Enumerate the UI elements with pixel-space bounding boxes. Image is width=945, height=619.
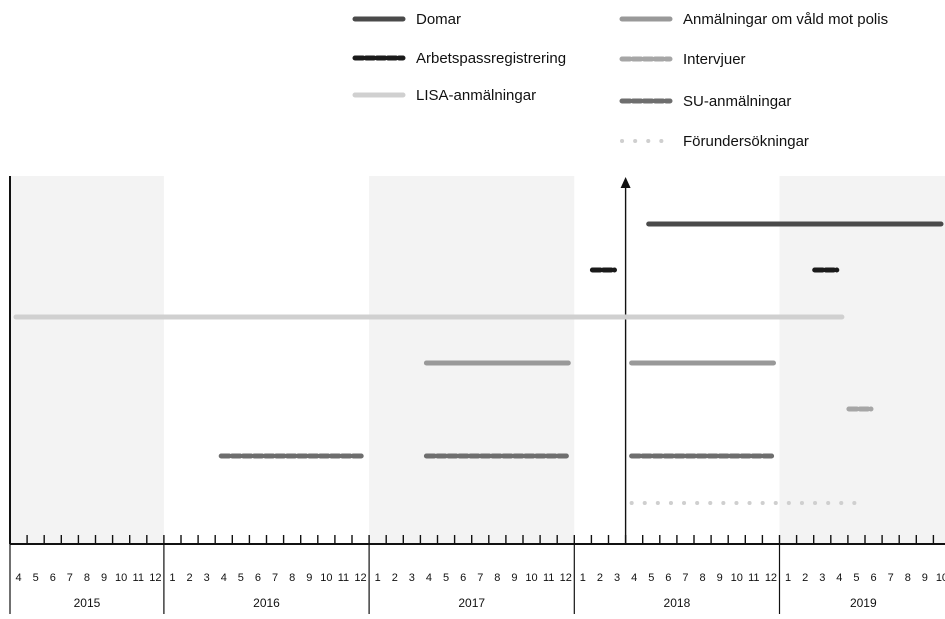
month-tick-label: 7 <box>477 572 483 584</box>
month-tick-label: 1 <box>169 572 175 584</box>
month-tick-label: 1 <box>375 572 381 584</box>
month-tick-label: 6 <box>870 572 876 584</box>
month-tick-label: 3 <box>819 572 825 584</box>
month-tick-label: 6 <box>50 572 56 584</box>
year-label-2018: 2018 <box>664 596 691 610</box>
legend-label: SU-anmälningar <box>683 93 791 110</box>
month-tick-label: 7 <box>888 572 894 584</box>
month-tick-label: 2 <box>802 572 808 584</box>
month-tick-label: 3 <box>204 572 210 584</box>
legend-entry-su-anmalningar: SU-anmälningar <box>622 93 791 110</box>
year-label-2015: 2015 <box>74 596 101 610</box>
year-label-2017: 2017 <box>458 596 485 610</box>
month-tick-label: 11 <box>748 572 759 584</box>
month-tick-label: 1 <box>785 572 791 584</box>
month-tick-label: 9 <box>306 572 312 584</box>
month-tick-label: 9 <box>922 572 928 584</box>
month-tick-label: 8 <box>289 572 295 584</box>
legend-entry-domar: Domar <box>355 11 461 28</box>
month-tick-label: 10 <box>320 572 332 584</box>
month-tick-label: 7 <box>682 572 688 584</box>
month-tick-label: 9 <box>511 572 517 584</box>
month-tick-label: 9 <box>717 572 723 584</box>
month-tick-label: 3 <box>614 572 620 584</box>
month-tick-label: 7 <box>67 572 73 584</box>
month-tick-label: 10 <box>115 572 127 584</box>
month-tick-label: 5 <box>853 572 859 584</box>
legend-label: Intervjuer <box>683 51 746 68</box>
legend-entry-arbetspassregistrering: Arbetspassregistrering <box>355 50 566 67</box>
month-tick-label: 6 <box>665 572 671 584</box>
month-tick-label: 5 <box>443 572 449 584</box>
legend-label: Förundersökningar <box>683 133 809 150</box>
year-label-2016: 2016 <box>253 596 280 610</box>
legend: Domar Arbetspassregistrering LISA-anmälnin… <box>355 11 888 150</box>
year-band-2015 <box>10 176 164 544</box>
month-tick-label: 4 <box>15 572 21 584</box>
month-tick-label: 8 <box>84 572 90 584</box>
legend-entry-forundersokningar: Förundersökningar <box>622 133 809 150</box>
legend-label: Anmälningar om våld mot polis <box>683 11 888 28</box>
month-tick-label: 10 <box>936 572 945 584</box>
year-band-2017 <box>369 176 574 544</box>
year-bands <box>10 176 945 544</box>
legend-label: Domar <box>416 11 461 28</box>
month-tick-label: 11 <box>338 572 349 584</box>
month-tick-label: 12 <box>560 572 572 584</box>
month-tick-label: 7 <box>272 572 278 584</box>
month-tick-label: 9 <box>101 572 107 584</box>
month-tick-label: 5 <box>648 572 654 584</box>
year-label-2019: 2019 <box>850 596 877 610</box>
legend-entry-intervjuer: Intervjuer <box>622 51 746 68</box>
month-tick-label: 4 <box>221 572 227 584</box>
month-tick-label: 11 <box>133 572 144 584</box>
month-tick-label: 12 <box>765 572 777 584</box>
month-tick-label: 8 <box>699 572 705 584</box>
date-marker <box>621 177 631 544</box>
month-tick-label: 2 <box>392 572 398 584</box>
legend-entry-anmalningar-om-vald-mot-polis: Anmälningar om våld mot polis <box>622 11 888 28</box>
legend-label: LISA-anmälningar <box>416 87 536 104</box>
month-tick-label: 2 <box>597 572 603 584</box>
month-tick-label: 6 <box>460 572 466 584</box>
legend-label: Arbetspassregistrering <box>416 50 566 67</box>
month-tick-label: 5 <box>238 572 244 584</box>
month-tick-label: 1 <box>580 572 586 584</box>
legend-entry-lisa-anmalningar: LISA-anmälningar <box>355 87 536 104</box>
month-tick-label: 8 <box>494 572 500 584</box>
month-tick-label: 4 <box>426 572 432 584</box>
month-tick-label: 12 <box>354 572 366 584</box>
month-tick-label: 12 <box>149 572 161 584</box>
month-tick-label: 3 <box>409 572 415 584</box>
month-tick-label: 10 <box>731 572 743 584</box>
month-tick-label: 11 <box>543 572 554 584</box>
month-tick-label: 2 <box>186 572 192 584</box>
marker-arrowhead <box>621 177 631 188</box>
year-band-2019 <box>780 176 945 544</box>
month-tick-label: 4 <box>836 572 842 584</box>
month-tick-label: 5 <box>33 572 39 584</box>
month-tick-label: 10 <box>525 572 537 584</box>
month-tick-label: 8 <box>905 572 911 584</box>
month-tick-label: 6 <box>255 572 261 584</box>
month-tick-label: 4 <box>631 572 637 584</box>
